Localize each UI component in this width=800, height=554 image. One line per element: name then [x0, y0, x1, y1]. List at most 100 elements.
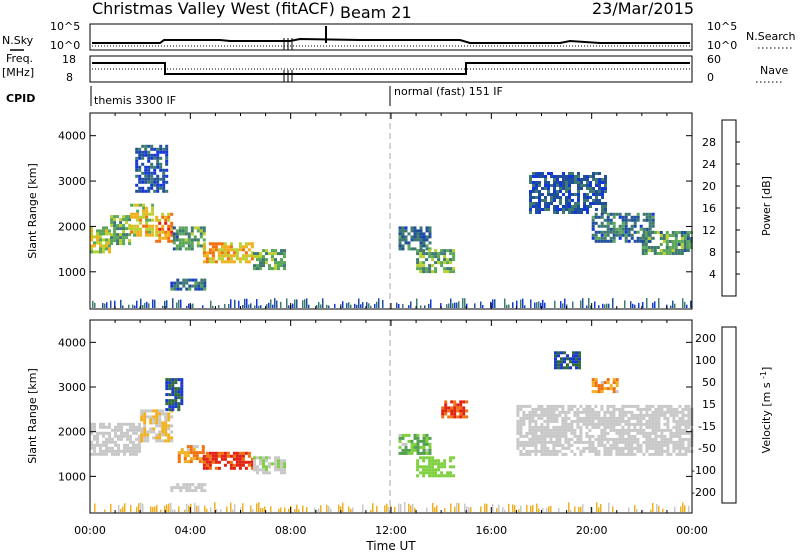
data-cell — [449, 261, 453, 265]
data-cell — [624, 224, 628, 228]
data-cell — [229, 460, 233, 464]
data-cell — [589, 175, 592, 178]
noise-cell — [104, 509, 106, 512]
data-cell — [401, 436, 405, 440]
noise-cell — [298, 509, 300, 512]
data-cell — [678, 419, 682, 423]
data-cell — [651, 422, 655, 426]
data-cell — [410, 229, 414, 233]
data-cell — [540, 440, 544, 444]
data-cell — [627, 404, 631, 408]
data-cell — [660, 449, 664, 453]
data-cell — [575, 354, 578, 358]
data-cell — [145, 227, 149, 231]
data-cell — [256, 471, 259, 475]
data-cell — [444, 403, 448, 407]
data-cell — [663, 437, 667, 441]
data-cell — [184, 229, 188, 233]
data-cell — [93, 437, 96, 441]
data-cell — [603, 233, 607, 237]
noise-cell — [202, 305, 204, 308]
data-cell — [575, 351, 578, 355]
data-cell — [167, 236, 171, 240]
data-cell — [259, 255, 262, 259]
data-cell — [516, 419, 520, 423]
noise-cell — [502, 507, 504, 512]
data-cell — [561, 410, 565, 414]
data-cell — [123, 449, 126, 453]
data-cell — [651, 236, 655, 240]
data-cell — [220, 245, 224, 249]
data-cell — [609, 221, 613, 225]
data-cell — [588, 440, 592, 444]
noise-cell — [172, 298, 174, 308]
data-cell — [139, 230, 143, 234]
data-cell — [615, 419, 619, 423]
data-cell — [145, 212, 149, 216]
data-cell — [630, 452, 634, 456]
data-cell — [143, 436, 147, 440]
data-cell — [561, 446, 565, 450]
noise-cell — [396, 302, 398, 308]
data-cell — [648, 215, 652, 219]
data-cell — [598, 193, 601, 196]
data-cell — [663, 434, 667, 438]
data-cell — [573, 428, 577, 432]
data-cell — [105, 244, 108, 248]
data-cell — [428, 465, 432, 469]
data-cell — [624, 221, 628, 225]
data-cell — [577, 178, 580, 181]
data-cell — [579, 416, 583, 420]
data-cell — [452, 474, 456, 478]
data-cell — [553, 208, 556, 211]
noise-cell — [674, 506, 676, 512]
data-cell — [580, 181, 583, 184]
data-cell — [180, 393, 184, 397]
data-cell — [135, 425, 138, 429]
noise-cell — [122, 305, 124, 308]
data-cell — [627, 416, 631, 420]
data-cell — [531, 407, 535, 411]
data-cell — [624, 230, 628, 234]
data-cell — [557, 354, 560, 358]
data-cell — [654, 452, 658, 456]
data-cell — [645, 443, 649, 447]
data-cell — [689, 246, 693, 249]
data-cell — [220, 248, 224, 252]
data-cell — [96, 235, 99, 239]
data-cell — [135, 174, 139, 178]
data-cell — [186, 454, 190, 458]
data-cell — [144, 171, 148, 175]
data-cell — [657, 413, 661, 417]
data-cell — [529, 205, 532, 208]
data-cell — [99, 431, 102, 435]
data-cell — [416, 238, 420, 242]
noise-cell — [118, 504, 120, 512]
noise-cell — [342, 301, 344, 308]
data-cell — [645, 407, 649, 411]
data-cell — [645, 431, 649, 435]
data-cell — [268, 456, 271, 460]
data-cell — [651, 215, 655, 219]
data-cell — [574, 193, 577, 196]
data-cell — [563, 360, 566, 364]
data-cell — [675, 440, 679, 444]
data-cell — [196, 244, 200, 248]
data-cell — [138, 425, 141, 429]
data-cell — [140, 427, 144, 431]
data-cell — [543, 410, 547, 414]
data-cell — [202, 232, 206, 236]
noise-cell — [216, 509, 218, 512]
data-cell — [624, 446, 628, 450]
data-cell — [675, 452, 679, 456]
data-cell — [280, 252, 283, 256]
data-cell — [203, 483, 207, 487]
data-cell — [606, 233, 610, 237]
data-cell — [627, 233, 631, 237]
data-region — [441, 400, 469, 419]
data-cell — [516, 437, 520, 441]
noise-cell — [330, 508, 332, 512]
data-cell — [549, 407, 553, 411]
data-cell — [422, 249, 426, 253]
data-cell — [256, 456, 259, 460]
